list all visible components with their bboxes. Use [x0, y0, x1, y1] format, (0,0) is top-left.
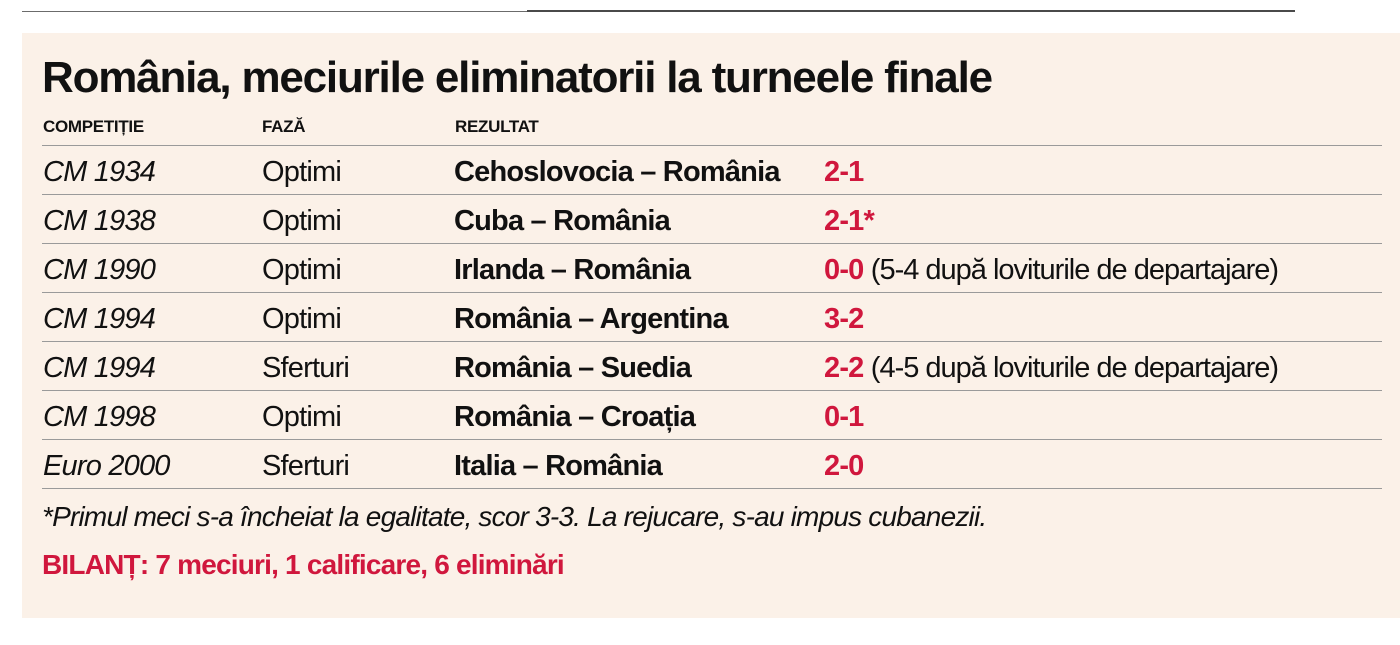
score-value: 0-0 [824, 254, 864, 286]
score-note: (5-4 după loviturile de departajare) [870, 254, 1279, 286]
score-cell: 3-2 [824, 302, 864, 336]
competition-cell: Euro 2000 [43, 450, 170, 482]
phase-cell: Sferturi [262, 450, 350, 482]
match-cell: Italia – România [454, 450, 663, 482]
phase-cell: Optimi [262, 156, 342, 188]
match-cell: Cehoslovocia – România [454, 156, 780, 188]
phase-cell: Optimi [262, 205, 342, 237]
score-cell: 2-0 [824, 449, 864, 483]
table-row: CM 1938 Optimi Cuba – România 2-1* [42, 194, 1382, 243]
match-cell: România – Croația [454, 401, 696, 433]
score-value: 2-1 [824, 156, 864, 188]
table-row: CM 1998 Optimi România – Croația 0-1 [42, 390, 1382, 439]
content-panel [22, 33, 1400, 618]
table-row: CM 1934 Optimi Cehoslovocia – România 2-… [42, 145, 1382, 194]
match-cell: România – Suedia [454, 352, 692, 384]
score-value: 2-0 [824, 450, 864, 482]
competition-cell: CM 1994 [43, 352, 156, 384]
summary-line: BILANȚ: 7 meciuri, 1 calificare, 6 elimi… [42, 549, 565, 580]
table-row: CM 1990 Optimi Irlanda – România 0-0 (5-… [42, 243, 1382, 292]
footnote: *Primul meci s-a încheiat la egalitate, … [42, 501, 987, 532]
competition-cell: CM 1934 [43, 156, 156, 188]
top-divider-thin [22, 11, 527, 12]
score-cell: 2-2 (4-5 după loviturile de departajare) [824, 351, 1279, 385]
table-row: CM 1994 Optimi România – Argentina 3-2 [42, 292, 1382, 341]
competition-cell: CM 1998 [43, 401, 156, 433]
competition-cell: CM 1990 [43, 254, 156, 286]
competition-cell: CM 1938 [43, 205, 156, 237]
table-row: Euro 2000 Sferturi Italia – România 2-0 [42, 439, 1382, 489]
match-cell: Irlanda – România [454, 254, 691, 286]
score-value: 2-1* [824, 205, 875, 237]
score-value: 3-2 [824, 303, 864, 335]
score-cell: 2-1* [824, 204, 875, 238]
column-header-phase: FAZĂ [262, 117, 306, 136]
score-note: (4-5 după loviturile de departajare) [870, 352, 1279, 384]
phase-cell: Optimi [262, 254, 342, 286]
competition-cell: CM 1994 [43, 303, 156, 335]
score-value: 0-1 [824, 401, 864, 433]
page-title: România, meciurile eliminatorii la turne… [42, 53, 993, 102]
match-cell: Cuba – România [454, 205, 671, 237]
column-header-competition: COMPETIȚIE [43, 117, 144, 136]
match-cell: România – Argentina [454, 303, 729, 335]
table-row: CM 1994 Sferturi România – Suedia 2-2 (4… [42, 341, 1382, 390]
top-divider-thick [527, 10, 1295, 12]
phase-cell: Sferturi [262, 352, 350, 384]
phase-cell: Optimi [262, 303, 342, 335]
score-cell: 0-1 [824, 400, 864, 434]
score-cell: 0-0 (5-4 după loviturile de departajare) [824, 253, 1279, 287]
column-header-result: REZULTAT [455, 117, 539, 136]
score-cell: 2-1 [824, 155, 864, 189]
phase-cell: Optimi [262, 401, 342, 433]
results-table: CM 1934 Optimi Cehoslovocia – România 2-… [42, 145, 1382, 489]
score-value: 2-2 [824, 352, 864, 384]
